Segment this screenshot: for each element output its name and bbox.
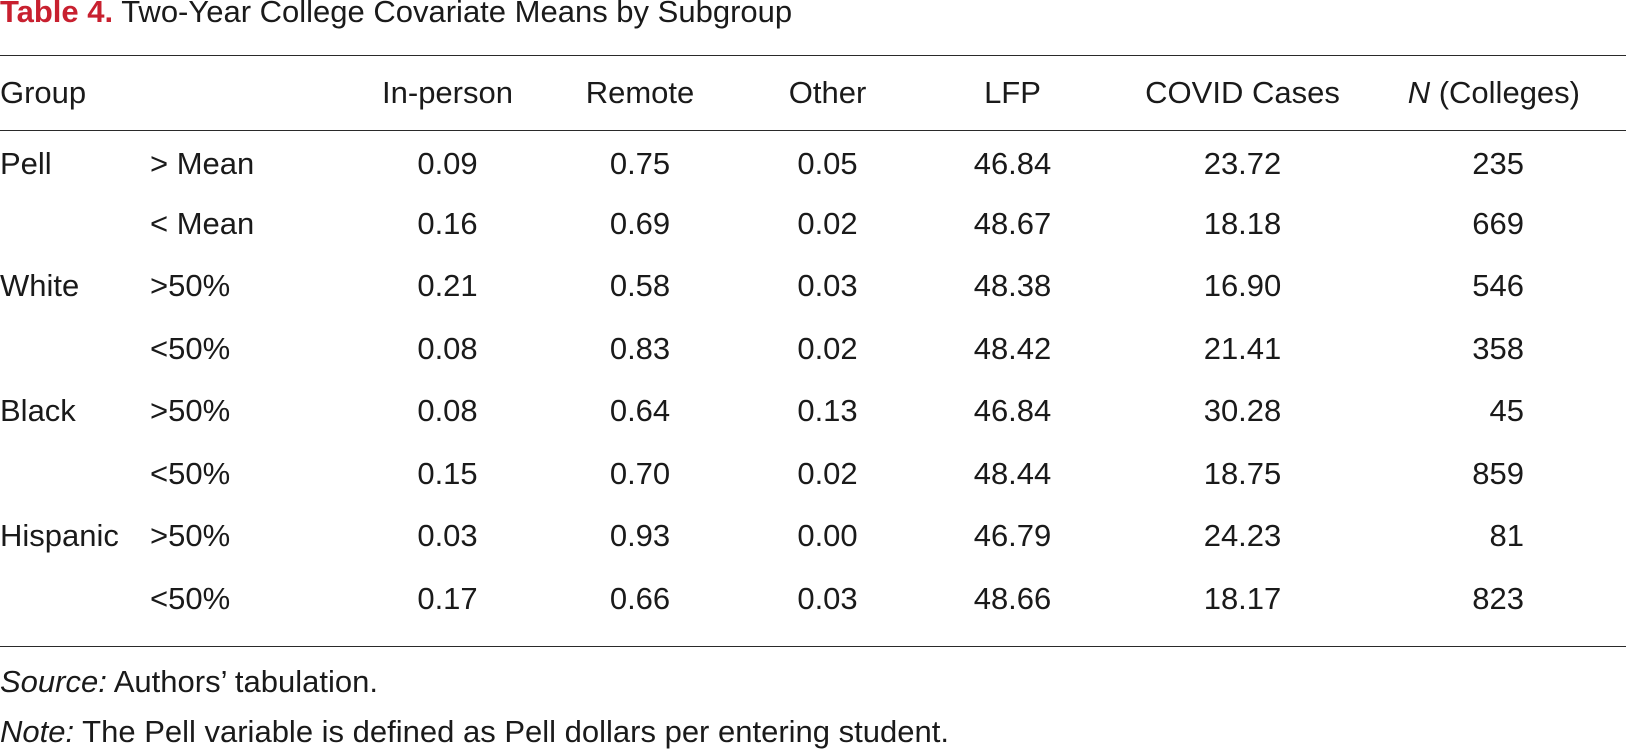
cell-subgroup: > Mean bbox=[150, 146, 255, 182]
cell-in-person: 0.09 bbox=[417, 146, 478, 182]
cell-lfp: 46.84 bbox=[973, 393, 1052, 429]
cell-lfp: 48.67 bbox=[973, 205, 1052, 241]
cell-n: 358 bbox=[1472, 330, 1524, 366]
cell-n: 859 bbox=[1472, 455, 1524, 491]
table-title: Table 4. Two-Year College Covariate Mean… bbox=[0, 0, 792, 30]
cell-subgroup: <50% bbox=[150, 455, 231, 491]
cell-remote: 0.69 bbox=[609, 205, 671, 241]
cell-group bbox=[0, 318, 150, 381]
cell-remote: 0.83 bbox=[609, 330, 671, 366]
cell-in-person: 0.17 bbox=[417, 580, 478, 616]
table-row: <50% 0.15 0.70 0.02 48.44 18.75 859 bbox=[0, 443, 1600, 506]
cell-n: 669 bbox=[1472, 205, 1524, 241]
cell-in-person: 0.08 bbox=[417, 330, 478, 366]
cell-group: Pell bbox=[0, 146, 52, 182]
covariate-means-table: Group In-person Remote Other LFP COVID C… bbox=[0, 55, 1600, 630]
top-rule bbox=[0, 55, 1626, 56]
cell-other: 0.02 bbox=[797, 330, 858, 366]
table-title-text: Two-Year College Covariate Means by Subg… bbox=[121, 0, 793, 29]
cell-remote: 0.64 bbox=[609, 393, 671, 429]
cell-in-person: 0.21 bbox=[417, 268, 478, 304]
note-text: The Pell variable is defined as Pell dol… bbox=[74, 714, 949, 749]
cell-subgroup: < Mean bbox=[150, 205, 255, 241]
table-row: White >50% 0.21 0.58 0.03 48.38 16.90 54… bbox=[0, 255, 1600, 318]
cell-lfp: 48.44 bbox=[973, 455, 1052, 491]
cell-group: White bbox=[0, 268, 80, 304]
cell-lfp: 46.79 bbox=[973, 518, 1052, 554]
table-number-label: Table 4. bbox=[0, 0, 114, 29]
header-n-label: (Colleges) bbox=[1430, 74, 1580, 110]
cell-remote: 0.70 bbox=[609, 455, 671, 491]
cell-covid-cases: 18.75 bbox=[1203, 455, 1282, 491]
cell-group: Hispanic bbox=[0, 518, 119, 554]
cell-lfp: 48.66 bbox=[973, 580, 1052, 616]
cell-other: 0.02 bbox=[797, 205, 858, 241]
cell-other: 0.05 bbox=[797, 146, 858, 182]
note-label: Note: bbox=[0, 714, 75, 749]
cell-in-person: 0.03 bbox=[417, 518, 478, 554]
cell-lfp: 46.84 bbox=[973, 146, 1052, 182]
cell-other: 0.03 bbox=[797, 268, 858, 304]
cell-subgroup: <50% bbox=[150, 330, 231, 366]
header-lfp: LFP bbox=[984, 74, 1041, 110]
cell-other: 0.00 bbox=[797, 518, 858, 554]
header-rule bbox=[0, 130, 1626, 131]
cell-subgroup: >50% bbox=[150, 393, 231, 429]
cell-group bbox=[0, 443, 150, 506]
cell-n: 823 bbox=[1472, 580, 1524, 616]
table-row: Black >50% 0.08 0.64 0.13 46.84 30.28 45 bbox=[0, 380, 1600, 443]
cell-group bbox=[0, 568, 150, 631]
cell-subgroup: >50% bbox=[150, 518, 231, 554]
source-footnote: Source: Authors’ tabulation. bbox=[0, 664, 378, 700]
cell-group bbox=[0, 193, 150, 256]
cell-other: 0.03 bbox=[797, 580, 858, 616]
table-row: <50% 0.17 0.66 0.03 48.66 18.17 823 bbox=[0, 568, 1600, 631]
cell-covid-cases: 23.72 bbox=[1203, 146, 1282, 182]
cell-n: 45 bbox=[1489, 393, 1524, 429]
header-n-colleges: N (Colleges) bbox=[1360, 55, 1600, 130]
cell-covid-cases: 21.41 bbox=[1203, 330, 1282, 366]
cell-in-person: 0.15 bbox=[417, 455, 478, 491]
cell-remote: 0.93 bbox=[609, 518, 671, 554]
cell-covid-cases: 30.28 bbox=[1203, 393, 1282, 429]
cell-covid-cases: 16.90 bbox=[1203, 268, 1282, 304]
cell-lfp: 48.42 bbox=[973, 330, 1052, 366]
table-row: Pell > Mean 0.09 0.75 0.05 46.84 23.72 2… bbox=[0, 130, 1600, 193]
cell-subgroup: <50% bbox=[150, 580, 231, 616]
cell-in-person: 0.08 bbox=[417, 393, 478, 429]
header-remote: Remote bbox=[585, 74, 695, 110]
cell-subgroup: >50% bbox=[150, 268, 231, 304]
cell-n: 235 bbox=[1472, 146, 1524, 182]
header-other: Other bbox=[788, 74, 867, 110]
bottom-rule bbox=[0, 646, 1626, 647]
note-footnote: Note: The Pell variable is defined as Pe… bbox=[0, 714, 949, 750]
cell-group: Black bbox=[0, 393, 76, 429]
header-n-symbol: N bbox=[1407, 74, 1431, 110]
cell-covid-cases: 18.18 bbox=[1203, 205, 1282, 241]
cell-remote: 0.58 bbox=[609, 268, 671, 304]
cell-other: 0.13 bbox=[797, 393, 858, 429]
table-row: Hispanic >50% 0.03 0.93 0.00 46.79 24.23… bbox=[0, 505, 1600, 568]
header-in-person: In-person bbox=[382, 74, 513, 110]
cell-covid-cases: 18.17 bbox=[1203, 580, 1282, 616]
cell-lfp: 48.38 bbox=[973, 268, 1052, 304]
cell-n: 546 bbox=[1472, 268, 1524, 304]
cell-remote: 0.66 bbox=[609, 580, 671, 616]
header-group: Group bbox=[0, 74, 87, 110]
header-covid-cases: COVID Cases bbox=[1145, 74, 1340, 110]
header-row: Group In-person Remote Other LFP COVID C… bbox=[0, 55, 1600, 130]
table-row: <50% 0.08 0.83 0.02 48.42 21.41 358 bbox=[0, 318, 1600, 381]
table-row: < Mean 0.16 0.69 0.02 48.67 18.18 669 bbox=[0, 193, 1600, 256]
cell-in-person: 0.16 bbox=[417, 205, 478, 241]
cell-n: 81 bbox=[1489, 518, 1524, 554]
source-text: Authors’ tabulation. bbox=[106, 664, 378, 699]
source-label: Source: bbox=[0, 664, 107, 699]
cell-remote: 0.75 bbox=[609, 146, 671, 182]
cell-other: 0.02 bbox=[797, 455, 858, 491]
cell-covid-cases: 24.23 bbox=[1203, 518, 1282, 554]
